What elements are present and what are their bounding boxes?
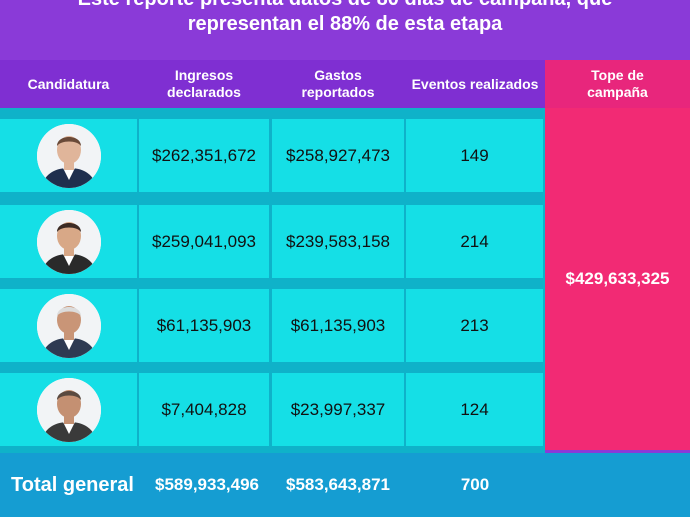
cell-candidatura xyxy=(0,289,137,362)
cell-ingresos: $61,135,903 xyxy=(139,289,269,362)
cell-ingresos: $7,404,828 xyxy=(139,373,269,446)
cell-gastos: $258,927,473 xyxy=(272,119,404,192)
header-candidatura: Candidatura xyxy=(27,75,110,92)
cell-ingresos: $259,041,093 xyxy=(139,205,269,278)
header-tope: Tope de campaña xyxy=(545,60,690,108)
cell-eventos: 149 xyxy=(406,119,543,192)
title-line-1: Este reporte presenta datos de 80 días d… xyxy=(0,0,690,12)
cell-candidatura xyxy=(0,205,137,278)
header-gastos: Gastos reportados xyxy=(301,67,375,100)
report-title: Este reporte presenta datos de 80 días d… xyxy=(0,0,690,37)
candidate-photo-icon xyxy=(37,378,101,442)
cell-candidatura xyxy=(0,119,137,192)
total-eventos: 700 xyxy=(460,475,490,494)
total-gastos: $583,643,871 xyxy=(286,475,390,494)
header-eventos: Eventos realizados xyxy=(411,75,539,92)
candidate-photo-icon xyxy=(37,210,101,274)
total-row xyxy=(0,453,690,517)
cell-candidatura xyxy=(0,373,137,446)
header-ingresos: Ingresos declarados xyxy=(167,67,241,100)
title-line-2: representan el 88% de esta etapa xyxy=(187,13,503,35)
table-header xyxy=(0,60,545,108)
total-label: Total general xyxy=(11,473,134,496)
cell-gastos: $61,135,903 xyxy=(272,289,404,362)
cell-gastos: $239,583,158 xyxy=(272,205,404,278)
cell-eventos: 213 xyxy=(406,289,543,362)
total-ingresos: $589,933,496 xyxy=(155,475,259,494)
tope-value: $429,633,325 xyxy=(545,108,690,450)
cell-ingresos: $262,351,672 xyxy=(139,119,269,192)
candidate-photo-icon xyxy=(37,294,101,358)
cell-eventos: 124 xyxy=(406,373,543,446)
candidate-photo-icon xyxy=(37,124,101,188)
cell-gastos: $23,997,337 xyxy=(272,373,404,446)
cell-eventos: 214 xyxy=(406,205,543,278)
